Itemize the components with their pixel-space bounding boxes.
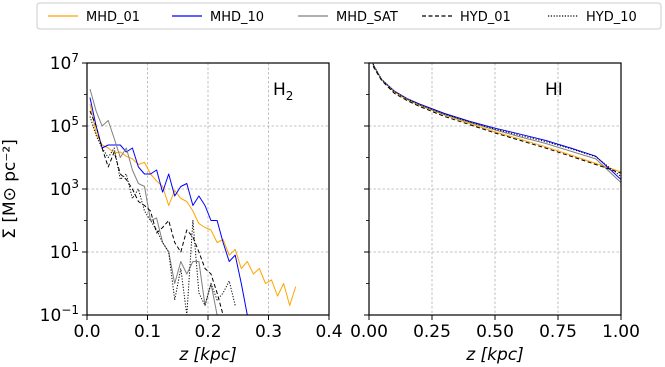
x-tick-label: 1.00 [602,322,640,342]
legend-item: MHD_01 [48,10,140,25]
series-line-hyd_10 [372,63,621,177]
x-tick-label: 0.3 [255,322,282,342]
hi-ticks: 0.00 0.25 0.50 0.75 1.00 [350,62,640,342]
legend-label: HYD_01 [460,10,511,25]
legend: MHD_01 MHD_10 MHD_SAT HYD_01 HYD_10 [36,2,662,30]
y-tick-label: 101 [50,240,79,263]
hi-series [371,63,621,183]
hi-panel-label: HI [545,80,563,100]
h2-panel: 0.0 0.1 0.2 0.3 0.4 10−1 101 103 105 107 H2 z [kp… [0,51,343,365]
legend-label: MHD_01 [86,10,140,25]
y-tick-label: 107 [50,51,79,74]
h2-panel-label-sub: 2 [286,89,294,103]
series-line-mhd_01 [89,103,297,306]
legend-frame [36,2,662,30]
series-line-hyd_10 [89,116,236,315]
x-tick-label: 0.75 [539,322,577,342]
series-line-hyd_01 [89,110,224,315]
y-tick-label: 103 [50,177,79,200]
h2-series [89,88,297,315]
y-axis-label: Σ [M⊙ pc⁻²] [0,139,20,239]
series-line-hyd_01 [371,63,621,174]
x-tick-label: 0.0 [73,322,100,342]
series-line-mhd_sat [89,88,218,315]
y-tick-label: 105 [50,114,79,137]
x-tick-label: 0.25 [413,322,451,342]
x-tick-label: 0.4 [315,322,342,342]
legend-label: HYD_10 [586,10,637,25]
x-tick-label: 0.50 [476,322,514,342]
x-tick-label: 0.00 [350,322,388,342]
legend-item: HYD_01 [422,10,511,25]
legend-item: HYD_10 [548,10,637,25]
h2-ticks: 0.0 0.1 0.2 0.3 0.4 10−1 101 103 105 107 [40,51,343,342]
legend-item: MHD_SAT [298,10,398,25]
series-line-mhd_10 [89,97,248,315]
hi-panel: 0.00 0.25 0.50 0.75 1.00 HI z [kpc] [350,62,640,365]
x-tick-label: 0.1 [134,322,161,342]
legend-label: MHD_SAT [336,10,398,25]
hi-grid [368,62,622,316]
hi-x-axis-label: z [kpc] [465,345,524,365]
legend-item: MHD_10 [172,10,264,25]
h2-x-axis-label: z [kpc] [178,345,237,365]
x-tick-label: 0.2 [194,322,221,342]
y-tick-label: 10−1 [40,303,79,326]
legend-label: MHD_10 [210,10,264,25]
h2-panel-label: H2 [273,80,293,103]
